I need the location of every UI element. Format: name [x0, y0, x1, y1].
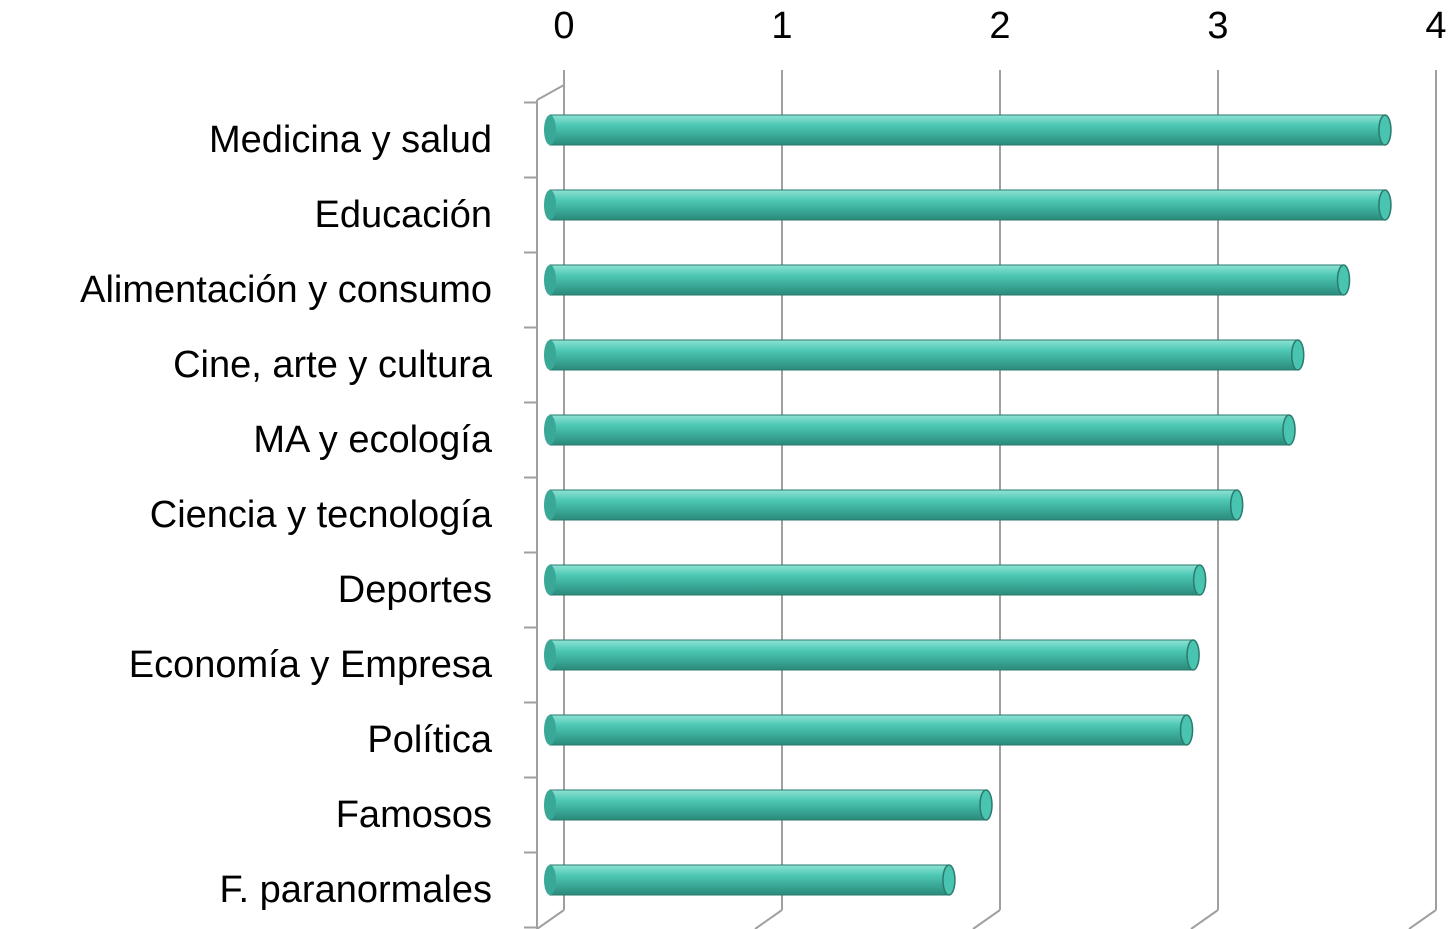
bar [549, 564, 1201, 596]
x-tick-label: 2 [989, 5, 1010, 47]
y-tick-label: Cine, arte y cultura [173, 344, 493, 386]
grid-depth [1190, 909, 1219, 929]
y-tick-label: Medicina y salud [209, 119, 492, 161]
y-tick-label: MA y ecología [253, 419, 493, 461]
bar-base [544, 340, 556, 370]
bar [549, 639, 1194, 671]
bar-cap [942, 864, 956, 896]
bar-cap [1378, 189, 1392, 221]
grid-depth [754, 909, 783, 929]
y-tick-label: Ciencia y tecnología [150, 494, 493, 536]
bar-cap [1282, 414, 1296, 446]
bar-base [544, 565, 556, 595]
bar-base [544, 715, 556, 745]
bar-cap [1290, 339, 1305, 371]
y-tick-label: Alimentación y consumo [80, 269, 492, 311]
y-tick-label: Política [367, 719, 492, 761]
x-tick-label: 4 [1425, 5, 1446, 47]
depth-edge [536, 84, 565, 101]
bar-cap [1378, 114, 1392, 146]
y-tick-label: F. paranormales [220, 869, 492, 911]
x-tick-label: 0 [553, 5, 574, 47]
bar-base [544, 640, 556, 670]
bar-base [544, 115, 556, 145]
bar-cap [1192, 564, 1207, 596]
bar-base [544, 415, 556, 445]
bar [549, 339, 1299, 371]
bar [549, 789, 987, 821]
grid-depth [536, 909, 565, 929]
bar-cap [1186, 639, 1200, 671]
bar-base [544, 790, 556, 820]
grid-depth [972, 909, 1001, 929]
bar [549, 414, 1290, 446]
bar [549, 114, 1386, 146]
x-tick-label: 3 [1207, 5, 1228, 47]
bar-base [544, 265, 556, 295]
bar [549, 189, 1386, 221]
y-tick-label: Educación [315, 194, 492, 236]
bar [549, 864, 950, 896]
y-tick-label: Famosos [336, 794, 492, 836]
y-tick-label: Deportes [338, 569, 492, 611]
bar-base [544, 490, 556, 520]
bar [549, 489, 1238, 521]
bar-base [544, 190, 556, 220]
bar-cap [979, 789, 993, 821]
bar [549, 714, 1188, 746]
bar-base [544, 865, 556, 895]
bar [549, 264, 1345, 296]
grid-depth [1408, 909, 1437, 929]
bar-cap [1179, 714, 1194, 746]
bar-cap [1336, 264, 1351, 296]
y-tick-label: Economía y Empresa [129, 644, 493, 686]
bar-cap [1229, 489, 1244, 521]
x-tick-label: 1 [771, 5, 792, 47]
